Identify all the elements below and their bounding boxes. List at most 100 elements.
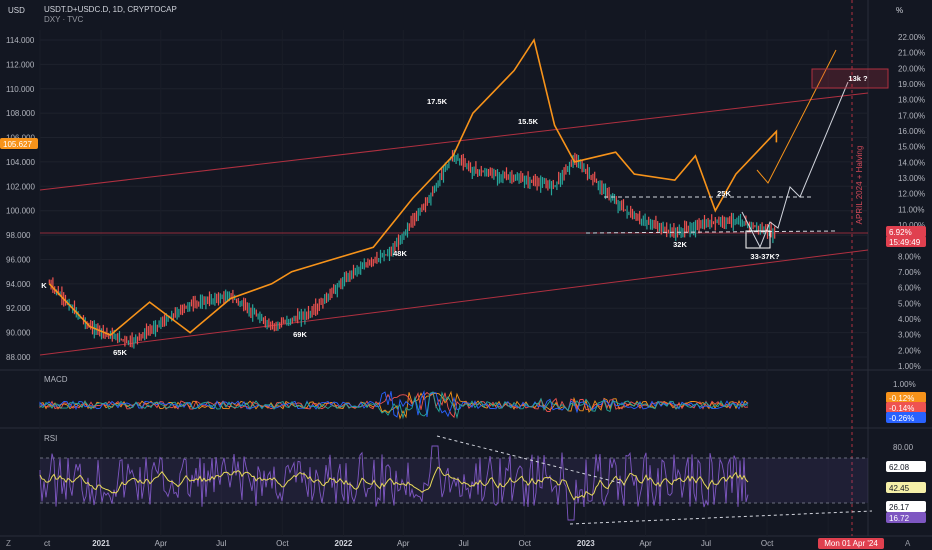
- right-tick: 8.00%: [898, 252, 921, 261]
- overlay-title[interactable]: DXY · TVC: [44, 15, 84, 24]
- label-25k: 25K: [717, 189, 731, 198]
- rsi-tag-3: 26.17: [889, 503, 910, 512]
- support-dashed: [585, 230, 839, 234]
- macd-tag-2: -0.14%: [889, 404, 914, 413]
- x-tick: 2021: [92, 539, 110, 548]
- right-tick: 2.00%: [898, 346, 921, 355]
- right-tick: 21.00%: [898, 49, 925, 58]
- x-tick: 2023: [577, 539, 595, 548]
- x-tick: Oct: [276, 539, 289, 548]
- countdown-tag-bg: [886, 236, 926, 247]
- right-tick: 19.00%: [898, 80, 925, 89]
- trend-line-upper: [39, 92, 869, 191]
- x-tick: Apr: [639, 539, 652, 548]
- rsi-tag-1: 62.08: [889, 463, 910, 472]
- x-tick: Oct: [518, 539, 531, 548]
- left-tick: 96.000: [6, 255, 31, 264]
- macd-group: [39, 390, 749, 420]
- x-tick: Apr: [397, 539, 410, 548]
- macd-line: [39, 391, 749, 419]
- x-tick: 2022: [335, 539, 353, 548]
- candles-group: [48, 149, 776, 349]
- date-tag: Mon 01 Apr '24: [824, 539, 878, 548]
- label-33-37k: 33-37K?: [750, 252, 780, 261]
- dxy-projection: [756, 49, 837, 184]
- symbol-title[interactable]: USDT.D+USDC.D, 1D, CRYPTOCAP: [44, 5, 177, 14]
- currency-label: USD: [8, 6, 25, 15]
- label-17-5k: 17.5K: [427, 97, 448, 106]
- right-tick: 11.00%: [898, 205, 925, 214]
- macd-tag-2-bg: [886, 402, 926, 413]
- right-tick: 14.00%: [898, 158, 925, 167]
- target-box: [745, 230, 771, 249]
- label-32k: 32K: [673, 240, 687, 249]
- left-tick: 110.000: [6, 85, 35, 94]
- label-65k: 65K: [113, 348, 127, 357]
- right-tick: 20.00%: [898, 64, 925, 73]
- left-tick: 92.000: [6, 304, 31, 313]
- rsi-trend-down: [436, 435, 625, 485]
- dxy-tag-bg: [0, 138, 38, 149]
- rsi-tag-2-bg: [886, 482, 926, 493]
- rsi-trend-up: [569, 510, 873, 525]
- auto-scale-icon: A: [905, 539, 911, 548]
- right-tick: 17.00%: [898, 111, 925, 120]
- right-tick: 3.00%: [898, 331, 921, 340]
- x-tick: ct: [44, 539, 51, 548]
- usdt-pct-tag: 6.92%: [889, 228, 912, 237]
- rsi-ma-line: [39, 466, 749, 501]
- label-48k: 48K: [393, 249, 407, 258]
- left-tick: 94.000: [6, 280, 31, 289]
- x-tick: Apr: [155, 539, 168, 548]
- dxy-line: [48, 38, 778, 337]
- macd-tag-3-bg: [886, 412, 926, 423]
- x-tick: Jul: [459, 539, 469, 548]
- right-tick: 15.00%: [898, 143, 925, 152]
- rsi-tag-4-bg: [886, 512, 926, 523]
- macd-line: [39, 391, 749, 420]
- dxy-tag: 105.627: [3, 140, 32, 149]
- right-tick: 12.00%: [898, 190, 925, 199]
- left-tick: 104.000: [6, 158, 35, 167]
- left-tick: 90.000: [6, 329, 31, 338]
- right-tick: 4.00%: [898, 315, 921, 324]
- target-zone: [811, 68, 889, 89]
- label-k-left: K: [41, 281, 47, 290]
- right-unit-label: %: [896, 6, 904, 15]
- x-tick: Jul: [701, 539, 711, 548]
- rsi-tick: 80.00: [893, 443, 914, 452]
- right-tick: 5.00%: [898, 299, 921, 308]
- left-tick: 108.000: [6, 109, 35, 118]
- macd-label: MACD: [44, 375, 68, 384]
- right-tick: 6.00%: [898, 284, 921, 293]
- left-tick: 102.000: [6, 182, 35, 191]
- x-tick: Oct: [761, 539, 774, 548]
- rsi-line: [39, 445, 749, 521]
- rsi-tag-1-bg: [886, 461, 926, 472]
- macd-tag-1-bg: [886, 392, 926, 403]
- right-tick: 16.00%: [898, 127, 925, 136]
- rsi-label: RSI: [44, 434, 57, 443]
- usdt-pct-tag-bg: [886, 226, 926, 237]
- rsi-tag-3-bg: [886, 501, 926, 512]
- left-tick: 100.000: [6, 207, 35, 216]
- right-tick: 10.00%: [898, 221, 925, 230]
- left-tick: 88.000: [6, 353, 31, 362]
- trend-line-lower: [39, 249, 869, 356]
- macd-tag-1: -0.12%: [889, 394, 914, 403]
- right-tick: 18.00%: [898, 96, 925, 105]
- left-tick: 114.000: [6, 36, 35, 45]
- macd-tag-3: -0.26%: [889, 414, 914, 423]
- halving-label: APRIL 2024 + Halving: [855, 146, 864, 225]
- left-tick: 112.000: [6, 60, 35, 69]
- right-tick: 22.00%: [898, 33, 925, 42]
- rsi-tag-4: 16.72: [889, 514, 910, 523]
- countdown-tag: 15:49:49: [889, 238, 921, 247]
- zoom-icon: Z: [6, 539, 11, 548]
- left-tick: 98.000: [6, 231, 31, 240]
- right-tick: 13.00%: [898, 174, 925, 183]
- label-15-5k: 15.5K: [518, 117, 539, 126]
- usdt-projection: [741, 81, 849, 249]
- macd-line: [39, 390, 749, 418]
